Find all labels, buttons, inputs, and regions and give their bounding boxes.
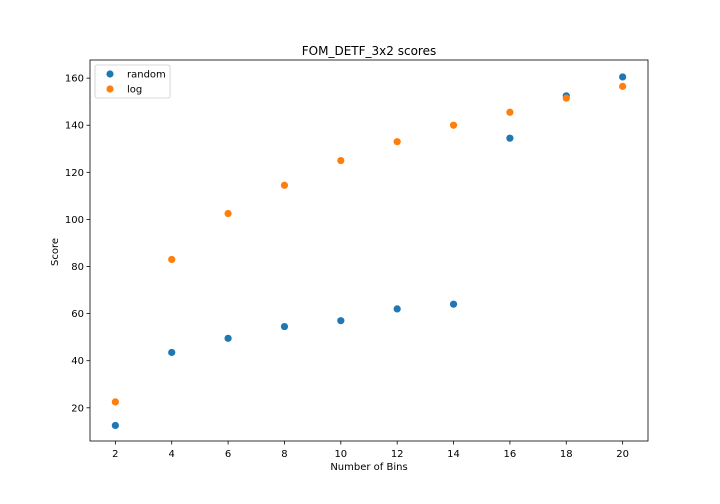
legend-box: [94, 64, 171, 99]
legend: random log: [94, 64, 171, 99]
data-point-log: [619, 82, 627, 90]
x-tick-label: 20: [616, 449, 629, 460]
legend-marker-random: [106, 70, 114, 78]
x-tick-label: 2: [112, 449, 118, 460]
legend-label-random: random: [127, 70, 166, 81]
x-tick-label: 10: [334, 449, 347, 460]
x-axis: 2 4 6 8 10 12 14 16 18 20: [112, 441, 629, 460]
x-tick-label: 12: [391, 449, 404, 460]
x-tick-label: 18: [560, 449, 573, 460]
x-tick-label: 6: [225, 449, 231, 460]
data-point-random: [337, 317, 345, 325]
data-point-random: [506, 134, 514, 142]
data-point-random: [393, 305, 401, 313]
x-tick-label: 4: [169, 449, 175, 460]
y-tick-label: 160: [65, 74, 84, 85]
data-point-log: [562, 94, 570, 102]
data-points: [111, 73, 627, 430]
x-tick-label: 8: [281, 449, 287, 460]
y-tick-label: 60: [71, 309, 84, 320]
y-tick-label: 80: [71, 262, 84, 273]
y-tick-label: 20: [71, 403, 84, 414]
series-log: [111, 82, 627, 406]
series-random: [111, 73, 627, 430]
y-tick-label: 40: [71, 356, 84, 367]
y-tick-label: 140: [65, 121, 84, 132]
plot-frame: [89, 59, 649, 442]
plot-area: [89, 59, 649, 442]
y-axis-label: Score: [50, 238, 61, 266]
legend-label-log: log: [127, 85, 142, 96]
legend-marker-log: [106, 85, 114, 93]
y-tick-label: 100: [65, 215, 84, 226]
data-point-random: [449, 300, 458, 308]
chart-title: FOM_DETF_3x2 scores: [302, 44, 436, 58]
y-tick-label: 120: [65, 168, 84, 179]
data-point-log: [449, 121, 458, 129]
data-point-log: [168, 255, 176, 264]
data-point-random: [168, 348, 176, 357]
data-point-log: [393, 138, 401, 146]
data-point-log: [506, 108, 514, 116]
data-point-random: [280, 322, 289, 331]
x-tick-label: 14: [447, 449, 460, 460]
data-point-random: [619, 73, 627, 81]
x-axis-label: Number of Bins: [330, 462, 407, 473]
data-point-random: [111, 421, 119, 430]
x-tick-label: 16: [504, 449, 517, 460]
y-axis: 20 40 60 80 100 120 140 160: [65, 74, 90, 414]
data-point-log: [111, 398, 119, 406]
data-point-random: [224, 334, 232, 342]
data-point-log: [224, 209, 232, 218]
data-point-log: [280, 181, 289, 189]
data-point-log: [337, 156, 345, 165]
